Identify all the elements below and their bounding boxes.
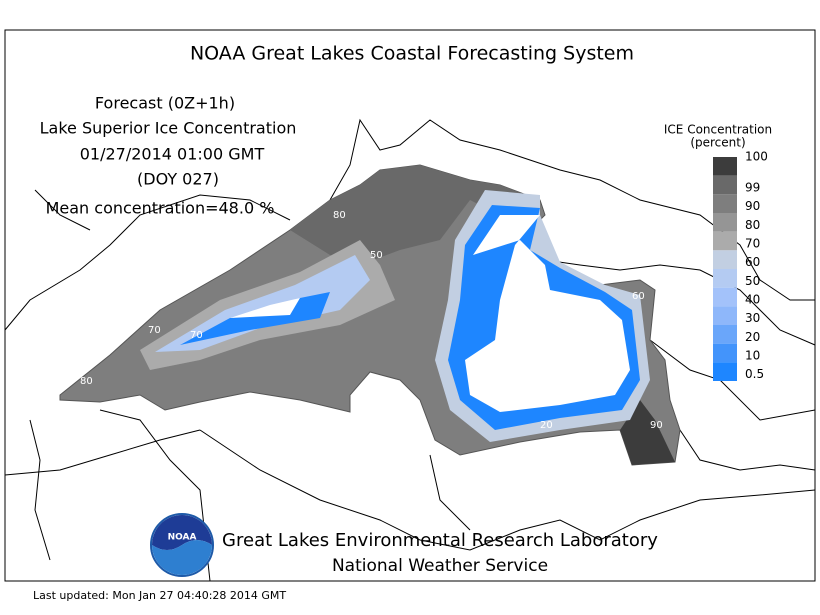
legend-label: 90 [745,199,760,213]
title: NOAA Great Lakes Coastal Forecasting Sys… [190,43,634,65]
ice-band [155,255,370,352]
logo: NOAA [150,513,214,577]
legend-swatch [713,175,737,195]
legend-swatch [713,362,737,381]
contour-label: 40 [515,183,528,194]
legend-label: 70 [745,237,760,251]
legend-label: 99 [745,181,760,195]
info-line: Lake Superior Ice Concentration [40,119,297,138]
contour-label: 50 [370,250,383,261]
footer: Last updated: Mon Jan 27 04:40:28 2014 G… [33,589,286,602]
ice-free [465,215,630,412]
legend-swatch [713,157,737,176]
contour-label: 20 [540,420,553,431]
contour-labels: 80 70 80 90 50 70 40 60 20 10 [80,183,663,431]
legend-swatch [713,213,737,232]
legend-units: (percent) [690,136,745,150]
info-line: Forecast (0Z+1h) [95,94,235,113]
legend-label: 40 [745,293,760,307]
legend-swatch [713,194,737,213]
legend-label: 50 [745,274,760,288]
ice-band [290,165,540,265]
info-line: Mean concentration=48.0 % [46,199,275,218]
legend-swatch [713,343,737,363]
contour-label: 90 [650,420,663,431]
legend-swatch [713,231,737,251]
legend-label: 0.5 [745,367,764,381]
legend-label: 20 [745,330,760,344]
legend-label: 30 [745,311,760,325]
info-block: Forecast (0Z+1h) Lake Superior Ice Conce… [40,94,297,218]
contour-label: 60 [632,291,645,302]
legend-swatch [713,269,737,288]
legend: ICE Concentration (percent) 100 99 90 80 70 6… [664,123,772,382]
legend-label: 80 [745,218,760,232]
legend-swatch [713,250,737,269]
contour-label: 80 [80,376,93,387]
ice-free [230,298,300,318]
legend-swatch [713,287,737,307]
contour-label: 80 [333,210,346,221]
legend-swatch [713,325,737,344]
contour-label: 70 [190,330,203,341]
legend-label: 60 [745,255,760,269]
ice-band [620,400,675,465]
legend-label: 100 [745,150,768,164]
lake-ice [59,164,681,466]
info-line: 01/27/2014 01:00 GMT [80,145,265,164]
legend-label: 10 [745,349,760,363]
contour-label: 70 [148,325,161,336]
basemap [4,118,816,582]
legend-swatch [713,306,737,325]
logo-text: NOAA [168,533,197,543]
legend-title: ICE Concentration [664,123,772,137]
credit-line: National Weather Service [332,556,548,576]
contour-label: 10 [208,400,221,411]
credit-line: Great Lakes Environmental Research Labor… [222,530,658,551]
info-line: (DOY 027) [137,170,219,189]
